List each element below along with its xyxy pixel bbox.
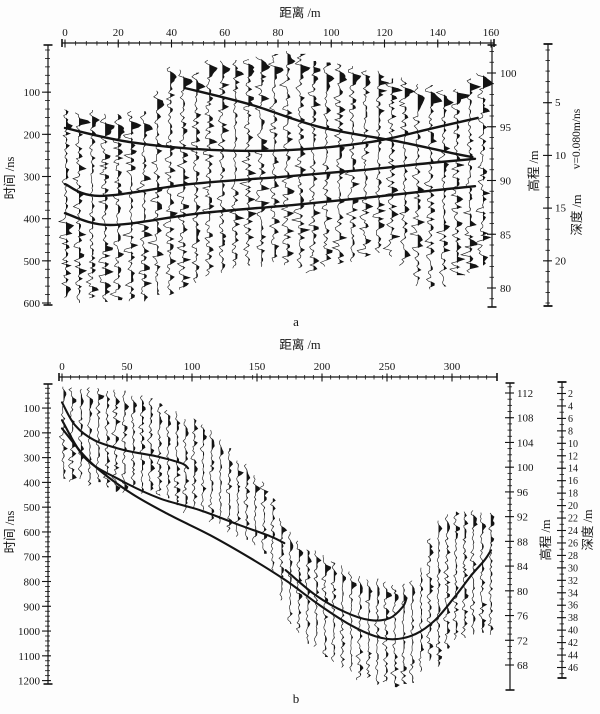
svg-text:72: 72 bbox=[517, 635, 528, 647]
svg-text:36: 36 bbox=[568, 601, 578, 612]
svg-text:1200: 1200 bbox=[18, 676, 41, 688]
svg-text:108: 108 bbox=[517, 413, 534, 425]
svg-text:28: 28 bbox=[568, 551, 578, 562]
svg-text:800: 800 bbox=[24, 577, 41, 589]
svg-text:200: 200 bbox=[24, 129, 41, 141]
svg-text:80: 80 bbox=[273, 27, 285, 39]
horizon-a2 bbox=[63, 116, 479, 153]
svg-text:44: 44 bbox=[568, 651, 578, 662]
panel-a-elevation-axis-title: 高程 /m bbox=[527, 150, 541, 192]
svg-text:95: 95 bbox=[500, 122, 512, 134]
horizon-b4 bbox=[60, 427, 493, 641]
svg-text:12: 12 bbox=[568, 451, 578, 462]
panel-b-depth-axis-title: 深度 /m bbox=[581, 509, 595, 551]
svg-text:20: 20 bbox=[555, 255, 567, 267]
svg-text:5: 5 bbox=[555, 97, 561, 109]
svg-text:90: 90 bbox=[500, 176, 512, 188]
svg-text:140: 140 bbox=[430, 27, 447, 39]
svg-text:96: 96 bbox=[517, 487, 529, 499]
svg-text:34: 34 bbox=[568, 588, 578, 599]
svg-text:2: 2 bbox=[568, 389, 573, 400]
svg-text:250: 250 bbox=[379, 361, 396, 373]
svg-text:200: 200 bbox=[314, 361, 331, 373]
svg-text:200: 200 bbox=[24, 428, 41, 440]
svg-text:84: 84 bbox=[517, 561, 529, 573]
horizon-a4 bbox=[63, 185, 477, 227]
svg-text:150: 150 bbox=[249, 361, 266, 373]
panel-a-distance-axis-title: 距离 /m bbox=[279, 6, 321, 20]
svg-text:700: 700 bbox=[24, 552, 41, 564]
svg-text:400: 400 bbox=[24, 214, 41, 226]
svg-text:500: 500 bbox=[24, 256, 41, 268]
svg-text:22: 22 bbox=[568, 514, 578, 525]
panel-b-distance-axis-title: 距离 /m bbox=[279, 338, 321, 352]
panel-b-caption: b bbox=[292, 691, 300, 706]
svg-text:24: 24 bbox=[568, 526, 578, 537]
svg-text:32: 32 bbox=[568, 576, 578, 587]
svg-text:68: 68 bbox=[517, 660, 529, 672]
svg-text:26: 26 bbox=[568, 538, 578, 549]
svg-text:88: 88 bbox=[517, 536, 529, 548]
svg-text:300: 300 bbox=[24, 172, 41, 184]
horizon-a1 bbox=[183, 86, 474, 159]
svg-text:18: 18 bbox=[568, 489, 578, 500]
svg-text:40: 40 bbox=[166, 27, 178, 39]
horizon-a3 bbox=[63, 157, 477, 198]
svg-text:400: 400 bbox=[24, 477, 41, 489]
svg-text:100: 100 bbox=[517, 462, 534, 474]
svg-text:10: 10 bbox=[568, 439, 578, 450]
svg-text:80: 80 bbox=[500, 283, 512, 295]
panel-b-time-axis-title: 时间 /ns bbox=[3, 510, 17, 554]
svg-text:14: 14 bbox=[568, 464, 578, 475]
horizon-b1 bbox=[60, 401, 190, 470]
svg-text:6: 6 bbox=[568, 414, 573, 425]
panel-a-depth-axis-title: 深度 /m bbox=[570, 194, 584, 236]
svg-text:80: 80 bbox=[517, 586, 529, 598]
svg-text:1100: 1100 bbox=[18, 651, 40, 663]
svg-text:120: 120 bbox=[376, 27, 393, 39]
panel-b-elevation-axis-title: 高程 /m bbox=[539, 519, 553, 561]
svg-text:20: 20 bbox=[568, 501, 578, 512]
svg-text:300: 300 bbox=[24, 453, 41, 465]
svg-text:20: 20 bbox=[113, 27, 125, 39]
svg-text:46: 46 bbox=[568, 663, 578, 674]
panel-a-time-axis-title: 时间 /ns bbox=[3, 156, 17, 200]
svg-text:85: 85 bbox=[500, 229, 512, 241]
svg-text:16: 16 bbox=[568, 476, 578, 487]
svg-text:100: 100 bbox=[24, 403, 41, 415]
svg-text:100: 100 bbox=[184, 361, 201, 373]
svg-text:100: 100 bbox=[323, 27, 340, 39]
svg-text:100: 100 bbox=[24, 87, 41, 99]
panel-a-caption: a bbox=[293, 314, 299, 329]
svg-text:38: 38 bbox=[568, 613, 578, 624]
horizon-b2 bbox=[60, 419, 286, 545]
svg-text:0: 0 bbox=[62, 27, 68, 39]
svg-text:600: 600 bbox=[24, 298, 41, 310]
svg-text:600: 600 bbox=[24, 527, 41, 539]
svg-text:15: 15 bbox=[555, 203, 567, 215]
svg-text:1000: 1000 bbox=[18, 626, 41, 638]
svg-text:40: 40 bbox=[568, 626, 578, 637]
svg-text:104: 104 bbox=[517, 437, 534, 449]
svg-text:76: 76 bbox=[517, 611, 529, 623]
svg-text:112: 112 bbox=[517, 388, 533, 400]
panel-a-velocity-label: v=0.080m/ns bbox=[571, 108, 583, 170]
svg-text:42: 42 bbox=[568, 638, 578, 649]
svg-text:60: 60 bbox=[219, 27, 231, 39]
svg-text:30: 30 bbox=[568, 563, 578, 574]
svg-text:500: 500 bbox=[24, 502, 41, 514]
svg-text:160: 160 bbox=[483, 27, 500, 39]
svg-text:10: 10 bbox=[555, 150, 567, 162]
svg-text:900: 900 bbox=[24, 601, 41, 613]
svg-text:0: 0 bbox=[59, 361, 65, 373]
svg-text:8: 8 bbox=[568, 426, 573, 437]
svg-text:300: 300 bbox=[444, 361, 461, 373]
svg-text:100: 100 bbox=[500, 68, 517, 80]
svg-text:92: 92 bbox=[517, 512, 528, 524]
svg-text:50: 50 bbox=[122, 361, 134, 373]
svg-text:4: 4 bbox=[568, 401, 573, 412]
horizon-b3 bbox=[284, 569, 408, 622]
